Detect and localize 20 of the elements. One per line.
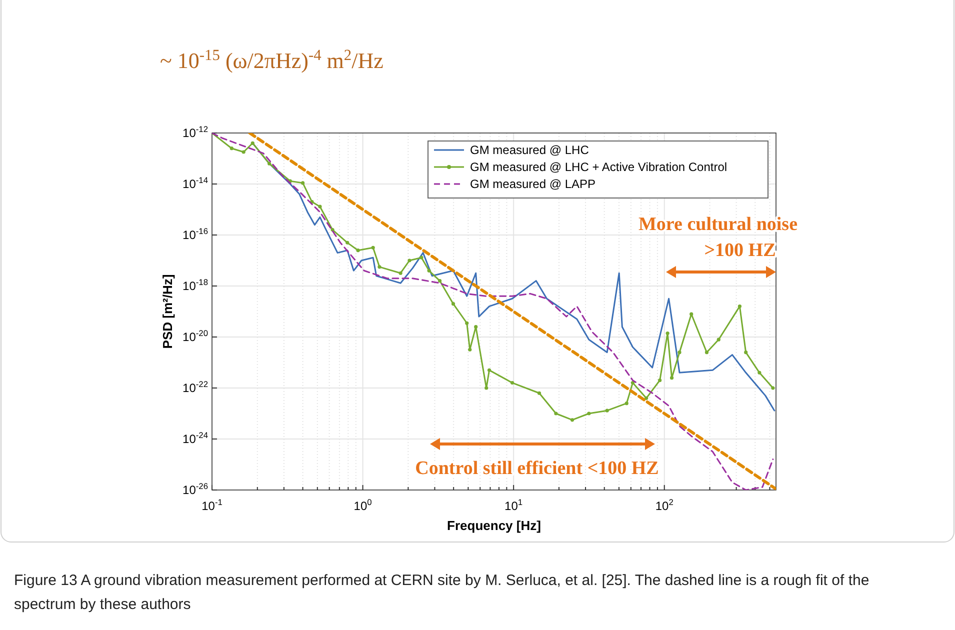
x-tick-label: 10$^{1}$ <box>504 497 523 513</box>
legend-label: GM measured @ LAPP <box>470 177 596 191</box>
caption: Figure 13 A ground vibration measurement performed at CERN site by M. Serluca, et al. [25]. The dashed line is a rough fit of the spectrum by these authors <box>14 572 870 613</box>
x-axis-title: Frequency [Hz] <box>447 518 541 533</box>
y-tick-label: 10$^{-14}$ <box>182 175 208 191</box>
y-tick-label: 10$^{-18}$ <box>182 277 208 293</box>
y-tick-label: 10$^{-26}$ <box>182 481 208 497</box>
annotation: Control still efficient <100 HZ <box>415 458 659 479</box>
y-axis-title: PSD [m²/Hz] <box>160 274 175 349</box>
y-tick-label: 10$^{-22}$ <box>182 379 208 395</box>
x-tick-label: 10$^{2}$ <box>655 497 674 513</box>
y-tick-label: 10$^{-12}$ <box>182 124 208 140</box>
legend-label: GM measured @ LHC + Active Vibration Control <box>470 160 728 174</box>
x-tick-label: 10$^{-1}$ <box>202 497 223 513</box>
y-tick-label: 10$^{-16}$ <box>182 226 208 242</box>
y-tick-label: 10$^{-24}$ <box>182 430 208 446</box>
text: ~ 10$^{-15}$ (ω/2πHz)$^{-4}$ m$^{2}$/Hz <box>160 46 384 73</box>
x-tick-label: 10$^{0}$ <box>354 497 372 513</box>
y-tick-label: 10$^{-20}$ <box>182 328 208 344</box>
legend-label: GM measured @ LHC <box>470 143 590 157</box>
